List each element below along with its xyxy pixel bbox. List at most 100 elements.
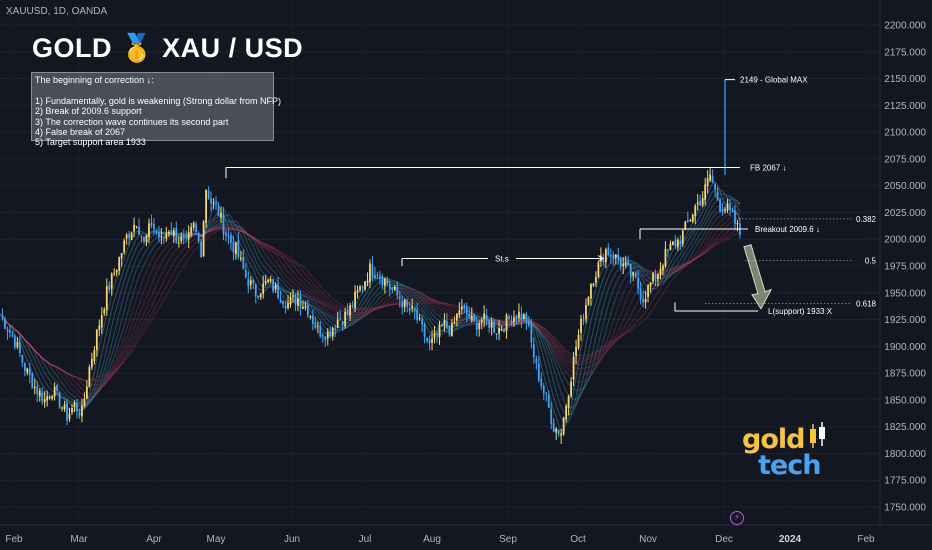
candle-body — [416, 309, 419, 321]
candle-body — [13, 336, 16, 348]
candle-body — [374, 274, 376, 279]
candle-body — [341, 321, 344, 325]
candle-body — [277, 284, 279, 298]
candle-body — [287, 302, 289, 309]
candle-body — [503, 329, 505, 333]
candle-body — [205, 189, 207, 223]
candle-body — [197, 233, 200, 242]
note-line: 1) Fundamentally, gold is weakening (Str… — [35, 95, 281, 106]
candle-body — [500, 329, 503, 331]
candle-body — [498, 328, 500, 334]
candle-body — [451, 323, 453, 337]
fib-label: 0.382 — [856, 215, 877, 224]
candle-body — [78, 412, 81, 416]
candle-body — [182, 235, 185, 238]
note-box[interactable]: The beginning of correction ↓: 1) Fundam… — [31, 72, 281, 147]
candle-body — [515, 315, 518, 320]
candle-body — [463, 305, 466, 309]
candle-body — [316, 325, 319, 327]
time-tick-label: Feb — [5, 534, 23, 545]
candle-body — [468, 313, 471, 319]
candle-body — [336, 319, 339, 328]
ema-line — [0, 216, 741, 390]
candle-body — [93, 350, 96, 361]
candle-body — [95, 329, 98, 350]
candle-body — [669, 243, 672, 251]
candle-body — [36, 385, 39, 395]
time-tick-label: Aug — [423, 534, 441, 545]
candle-body — [292, 295, 294, 297]
price-tick-label: 1950.000 — [884, 288, 926, 299]
candle-body — [577, 334, 580, 349]
candle-body — [505, 315, 508, 331]
candle-body — [607, 247, 610, 256]
candle-body — [51, 395, 54, 399]
candle-body — [237, 240, 240, 258]
candle-body — [135, 226, 138, 228]
candle-body — [43, 398, 46, 403]
candle-body — [364, 281, 366, 290]
candle-body — [694, 206, 697, 217]
candle-body — [239, 257, 242, 260]
candle-body — [304, 306, 307, 308]
candles — [1, 79, 741, 444]
candle-body — [565, 405, 568, 420]
price-tick-label: 1925.000 — [884, 315, 926, 326]
note-line: 3) The correction wave continues its sec… — [35, 116, 229, 127]
chart-title: GOLD 🥇 XAU / USD — [32, 33, 304, 63]
time-tick-label: Apr — [146, 534, 162, 545]
candle-body — [227, 235, 230, 237]
candle-body — [302, 306, 304, 309]
candle-body — [150, 222, 153, 226]
candle-body — [724, 209, 726, 211]
candle-body — [619, 258, 622, 267]
ema-line — [0, 202, 741, 404]
candle-body — [262, 283, 265, 294]
candle-body — [113, 273, 116, 275]
candle-body — [378, 276, 381, 279]
candle-body — [649, 282, 652, 287]
price-tick-label: 1750.000 — [884, 503, 926, 514]
candle-body — [140, 236, 143, 238]
note-line: 5) Target support area 1933 — [35, 137, 146, 148]
candle-body — [587, 296, 590, 305]
candle-body — [162, 237, 165, 239]
candle-body — [153, 224, 155, 229]
candle-body — [537, 363, 540, 381]
note-line: 4) False break of 2067 — [35, 127, 126, 138]
candle-body — [614, 254, 617, 259]
candle-body — [267, 279, 270, 283]
candle-body — [547, 395, 550, 408]
time-tick-label: Sep — [499, 534, 517, 545]
price-tick-label: 1975.000 — [884, 262, 926, 273]
candle-body — [259, 293, 262, 298]
candle-body — [185, 236, 188, 238]
candle-body — [309, 316, 312, 318]
candle-body — [354, 291, 356, 308]
lightning-icon[interactable]: ⚡ — [730, 511, 744, 525]
candle-body — [299, 296, 302, 308]
price-tick-label: 1875.000 — [884, 369, 926, 380]
candle-body — [465, 306, 468, 315]
candle-body — [88, 367, 91, 388]
candle-body — [674, 239, 677, 247]
candle-body — [177, 242, 180, 244]
candle-body — [602, 257, 605, 263]
candle-body — [356, 290, 359, 293]
time-tick-label: Nov — [639, 534, 657, 545]
candle-body — [595, 276, 597, 283]
candle-body — [294, 294, 297, 305]
candle-body — [329, 331, 332, 337]
time-axis: Feb Mar Apr May Jun Jul Aug Sep Oct Nov Dec 2024 Feb — [5, 534, 875, 545]
candle-body — [443, 319, 446, 327]
time-tick-label: Jul — [359, 534, 372, 545]
candle-body — [530, 324, 533, 343]
price-tick-label: 2025.000 — [884, 208, 926, 219]
ema-line — [0, 226, 741, 382]
symbol-info[interactable]: XAUUSD, 1D, OANDA — [6, 6, 108, 17]
candle-body — [388, 285, 391, 289]
candle-body — [716, 191, 719, 200]
candle-body — [436, 334, 438, 336]
candle-body — [361, 287, 364, 289]
